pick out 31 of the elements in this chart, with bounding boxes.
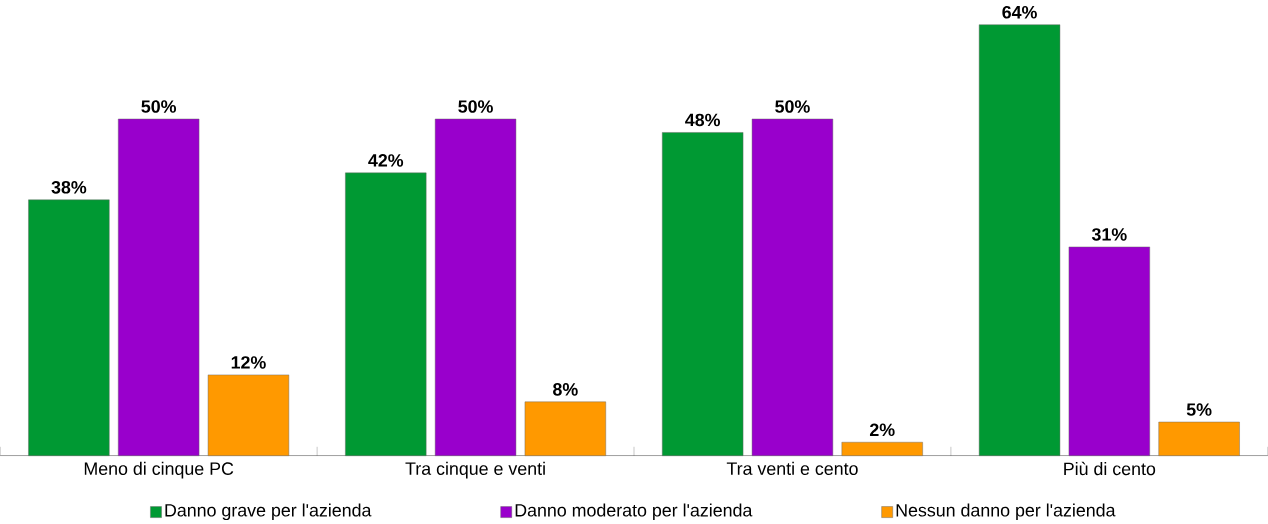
x-tick-label: Più di cento bbox=[1064, 462, 1156, 476]
data-label: 50% bbox=[141, 100, 177, 114]
bar bbox=[28, 199, 110, 457]
data-label: 38% bbox=[51, 181, 87, 194]
bar bbox=[1068, 246, 1150, 457]
data-label: 12% bbox=[231, 356, 266, 369]
data-label: 8% bbox=[553, 383, 578, 396]
bar bbox=[434, 118, 517, 457]
data-label: 2% bbox=[869, 423, 895, 437]
bar bbox=[524, 401, 606, 457]
bar bbox=[751, 118, 834, 457]
legend-label: Nessun danno per l'azienda bbox=[896, 503, 1116, 521]
data-label: 5% bbox=[1186, 403, 1212, 417]
x-tick-label: Meno di cinque PC bbox=[84, 462, 234, 479]
legend-label: Danno moderato per l'azienda bbox=[515, 503, 753, 521]
bar bbox=[841, 442, 923, 457]
bar bbox=[978, 24, 1061, 457]
bar bbox=[1158, 422, 1240, 457]
legend-label: Danno grave per l'azienda bbox=[165, 503, 372, 521]
data-label: 31% bbox=[1091, 228, 1127, 241]
data-label: 42% bbox=[368, 154, 404, 167]
data-label: 48% bbox=[685, 113, 721, 127]
bar bbox=[345, 172, 427, 457]
bar bbox=[207, 374, 290, 457]
x-tick-label: Tra cinque e venti bbox=[405, 462, 545, 479]
data-label: 50% bbox=[458, 100, 493, 114]
bar bbox=[118, 118, 200, 457]
data-label: 64% bbox=[1002, 6, 1037, 19]
data-label: 50% bbox=[775, 100, 810, 114]
bar bbox=[662, 132, 744, 457]
x-tick-label: Tra venti e cento bbox=[726, 462, 858, 476]
